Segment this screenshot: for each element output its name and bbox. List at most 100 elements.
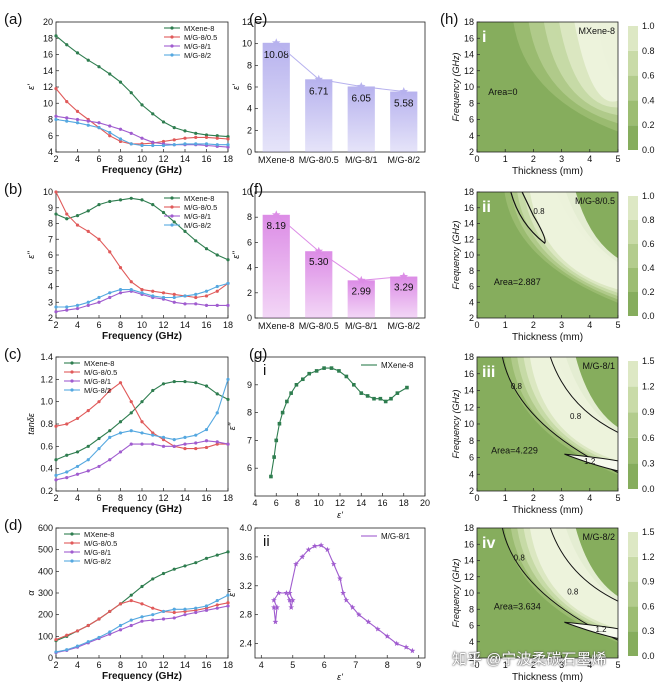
data-point-star [312,543,318,549]
y-tick-label: 10 [242,187,252,197]
y-tick-label: 12 [464,234,474,244]
legend-marker [170,53,174,57]
chart-a: 2 4 6 8 10 12 14 16 18468101214161820(a)Frequenc… [4,11,233,176]
y-tick-label: 10 [43,98,53,108]
x-tick-label: 18 [223,320,233,330]
data-point-star [305,546,312,553]
contour-line [564,621,618,640]
data-point [395,391,400,395]
data-point-star [283,590,290,596]
data-point [65,422,69,426]
data-point [151,143,155,148]
legend-marker [170,44,174,48]
data-point [75,629,80,633]
data-point [172,444,176,448]
axes-frame [55,527,229,659]
x-tick-label: 5 [290,660,295,670]
data-point [129,429,133,433]
x-axis-label: Thickness (mm) [512,672,583,683]
colorbar-segment [628,631,638,656]
x-tick-label: 16 [377,498,387,508]
data-point [405,385,409,390]
area-annotation: Area=2.887 [494,277,541,287]
colorbar-tick-label: 0.4 [642,95,655,105]
colorbar-tick-label: 0.4 [642,263,655,273]
data-point [161,438,166,442]
data-point [118,628,123,632]
colorbar-tick-label: 0.3 [642,458,655,468]
data-point [226,134,230,139]
x-tick-label: 14 [180,660,190,670]
y-tick-label: 9 [48,203,53,213]
y-tick-label: 7 [48,234,53,244]
legend-marker [170,214,174,218]
data-point [86,458,90,462]
data-point [215,289,219,293]
y-tick-label: 1.4 [40,352,53,362]
legend-marker [70,388,74,392]
data-point [272,455,276,459]
panel-label: (f) [249,181,263,198]
data-point [118,602,123,606]
data-point [129,196,133,200]
data-point [140,442,144,446]
y-tick-label: 4 [48,282,53,292]
colorbar-segment [628,581,638,607]
x-tick-label: 0 [474,660,479,670]
data-point [54,473,58,477]
data-point-star [271,597,277,603]
contour-line [510,192,546,245]
data-point [204,445,209,450]
data-point [75,117,80,122]
data-point [140,143,144,148]
data-point [215,253,219,257]
x-tick-label: 6 [274,498,279,508]
y-tick-label: 2 [469,313,474,323]
x-tick-label: 4 [75,320,80,330]
data-point [151,433,155,437]
data-point [226,258,230,262]
x-tick-label: 3 [559,154,564,164]
sub-label: iv [482,535,495,552]
data-point-star [324,546,331,553]
legend-entry: M/G-8/1 [84,377,111,386]
data-point [65,217,69,221]
x-tick-label: 6 [322,660,327,670]
colorbar-tick-label: 1.5 [642,356,655,366]
bar-MXene-8 [262,42,290,152]
legend-entry: MXene-8 [184,24,214,33]
y-tick-label: 6 [247,463,252,473]
colorbar-tick-label: 0.8 [642,215,655,225]
chart-e: 0 2 4 6 8 10 12(e) ε' 10.08 MXene-8 6.71 M/G-8/0.5 6… [231,11,426,165]
series-line-MXene-8 [270,367,408,477]
colorbar-tick-label: 1.2 [642,552,655,562]
contour-line [549,528,618,602]
panel-label: (e) [249,11,267,28]
y-tick-label: 16 [464,539,474,549]
y-tick-label: 10 [464,588,474,598]
data-point [54,190,58,194]
contour-band [529,192,618,290]
data-point [204,133,209,137]
data-point [183,142,187,146]
data-point [314,369,319,373]
data-point [129,593,133,597]
y-tick-label: 2.4 [239,639,252,649]
x-tick-label: 1 [503,493,508,503]
data-point [151,577,155,581]
area-annotation: Area=4.229 [491,445,538,455]
data-point [226,145,230,149]
data-point [151,388,155,393]
data-point [54,478,58,482]
series-line-M/G-8/1 [55,440,229,481]
data-point [65,116,69,120]
x-tick-label: 6 [96,154,101,164]
data-point [194,295,198,300]
data-point [118,127,123,131]
panel-label: (h) [440,11,458,28]
data-point [215,440,219,444]
data-point [97,300,101,304]
x-tick-label: M/G-8/2 [387,155,420,165]
data-point [129,288,133,292]
